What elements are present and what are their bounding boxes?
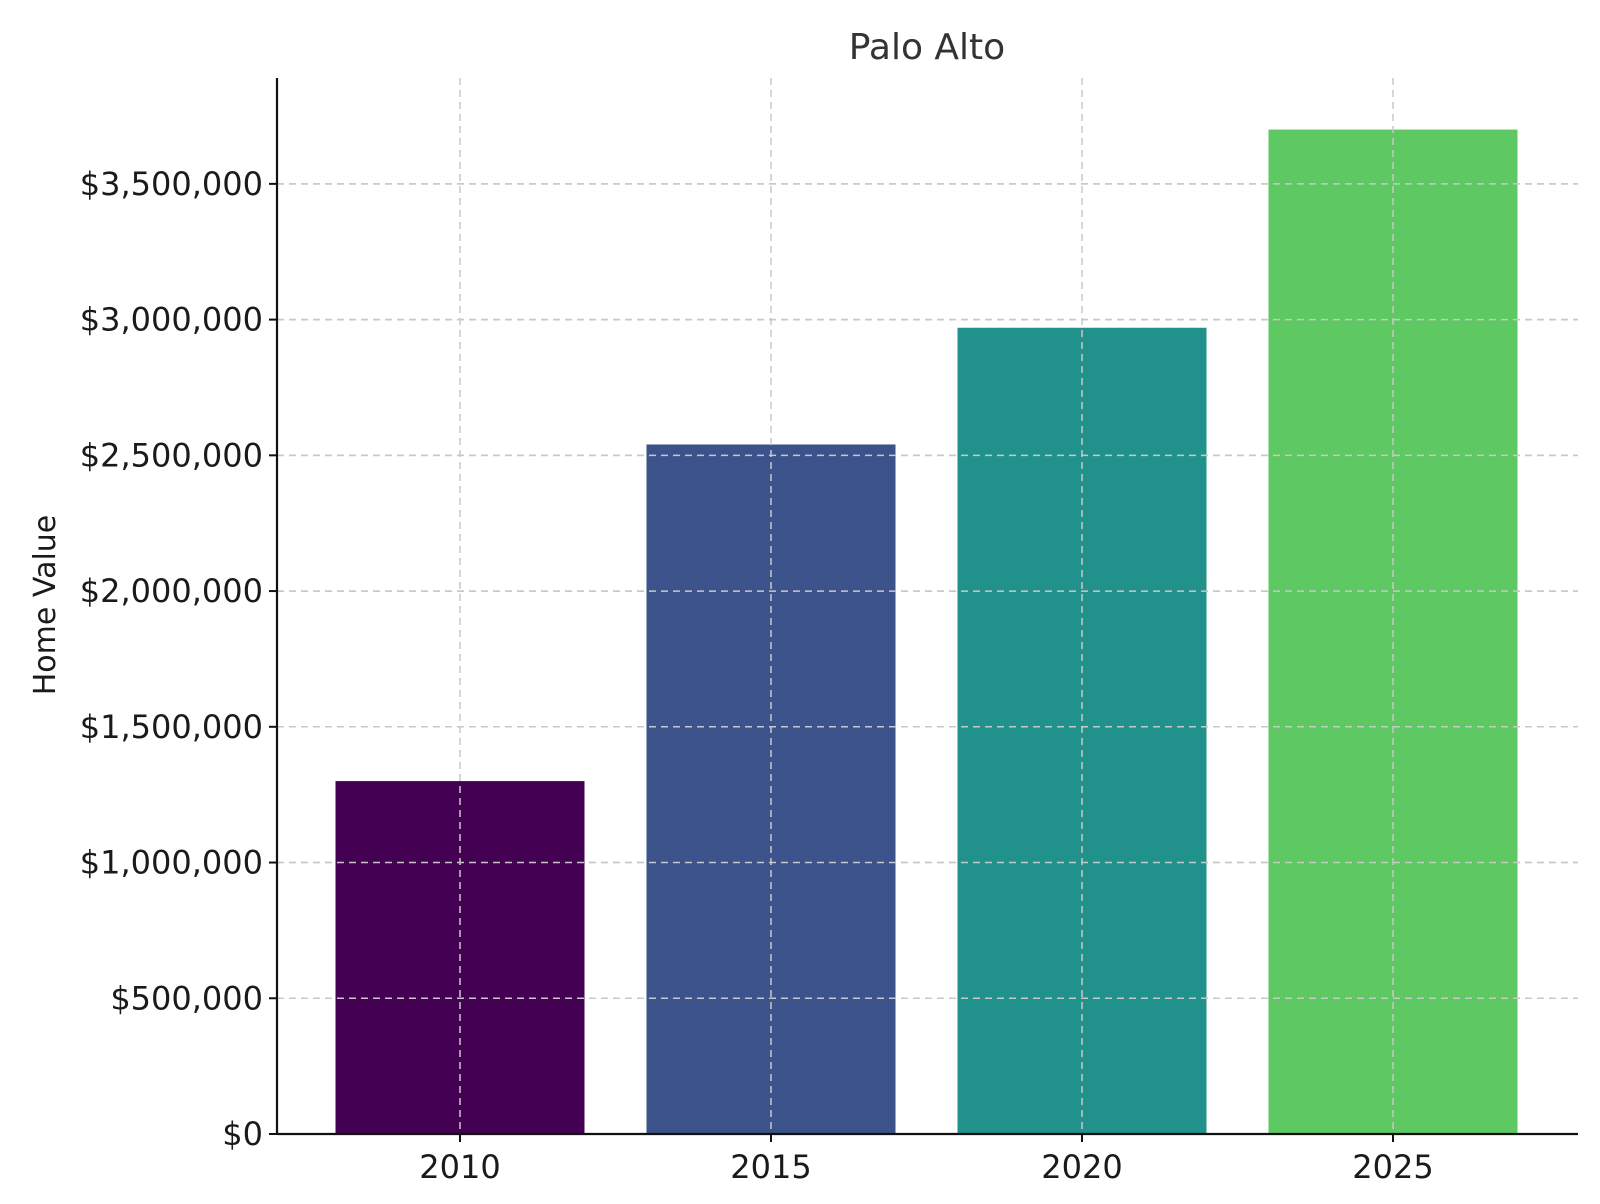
y-tick-label: $500,000: [110, 979, 263, 1017]
y-tick-label: $0: [222, 1115, 263, 1153]
bar-layer: [277, 78, 1578, 1135]
x-tick-label: 2015: [730, 1148, 811, 1186]
x-tick-label: 2025: [1352, 1148, 1433, 1186]
y-tick-label: $3,000,000: [80, 301, 263, 339]
tick-layer: $0 $500,000 $1,000,000 $1,500,000 $2,000,000…: [80, 165, 1434, 1186]
y-axis-title: Home Value: [28, 515, 63, 696]
y-tick-label: $2,500,000: [80, 436, 263, 474]
x-tick-label: 2010: [419, 1148, 500, 1186]
y-tick-label: $1,500,000: [80, 708, 263, 746]
x-tick-label: 2020: [1041, 1148, 1122, 1186]
chart-title: Palo Alto: [849, 27, 1005, 68]
axis-layer: [275, 78, 1578, 1136]
y-tick-label: $2,000,000: [80, 572, 263, 610]
y-tick-label: $1,000,000: [80, 844, 263, 882]
y-tick-label: $3,500,000: [80, 165, 263, 203]
